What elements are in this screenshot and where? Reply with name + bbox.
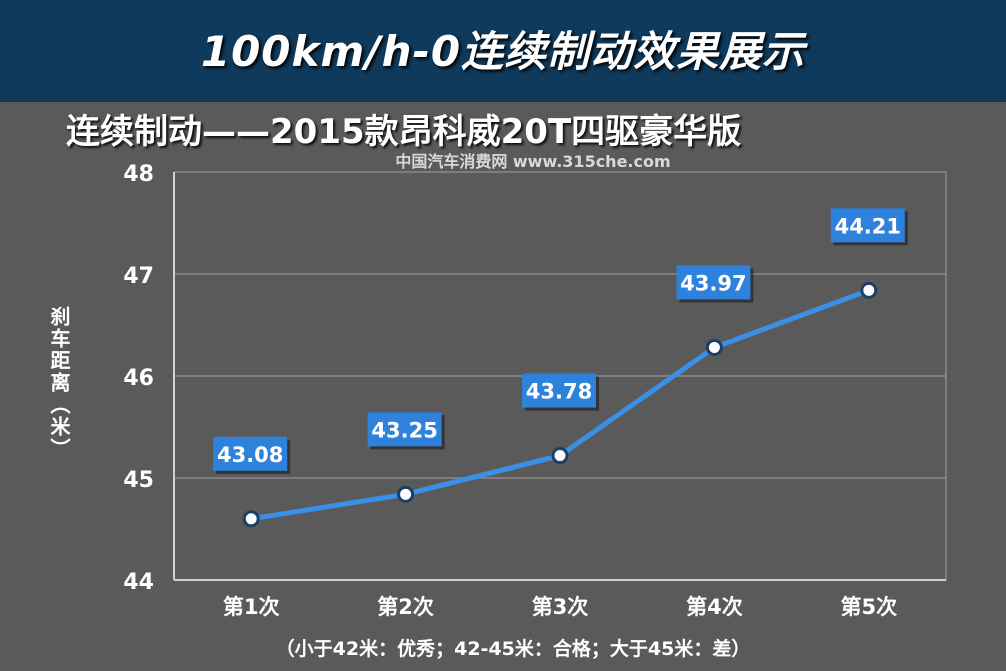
header-bar [0, 0, 1006, 102]
y-tick-label: 48 [123, 162, 154, 187]
data-point [860, 281, 878, 299]
data-label: 43.08 [217, 443, 283, 467]
data-label-box [676, 265, 751, 300]
data-label-box [830, 208, 905, 243]
data-label-box [367, 412, 442, 447]
data-label: 44.21 [835, 214, 901, 238]
x-tick-label: 第5次 [840, 595, 897, 619]
data-point [397, 485, 415, 503]
y-tick-label: 47 [123, 264, 154, 289]
data-point [705, 338, 723, 356]
data-label-box [213, 436, 288, 471]
data-label-box [522, 373, 596, 408]
data-point [551, 447, 569, 465]
watermark: 中国汽车消费网 www.315che.com [395, 152, 671, 171]
y-tick-label: 44 [123, 570, 154, 595]
data-label: 43.78 [526, 380, 592, 404]
page-title: 100km/h-0连续制动效果展示 [200, 27, 806, 76]
data-point [242, 510, 260, 528]
y-tick-label: 45 [123, 468, 154, 493]
x-tick-label: 第1次 [223, 595, 280, 619]
x-tick-label: 第3次 [532, 595, 589, 619]
x-tick-label: 第2次 [377, 595, 434, 619]
data-label: 43.97 [680, 271, 746, 295]
y-axis-label: 刹车距离（米） [47, 306, 71, 460]
data-label: 43.25 [371, 418, 437, 442]
y-tick-label: 46 [123, 366, 154, 391]
x-tick-label: 第4次 [686, 595, 743, 619]
rating-footnote: （小于42米：优秀；42-45米：合格；大于45米：差） [275, 638, 751, 660]
chart-subtitle: 连续制动——2015款昂科威20T四驱豪华版 [66, 112, 742, 152]
